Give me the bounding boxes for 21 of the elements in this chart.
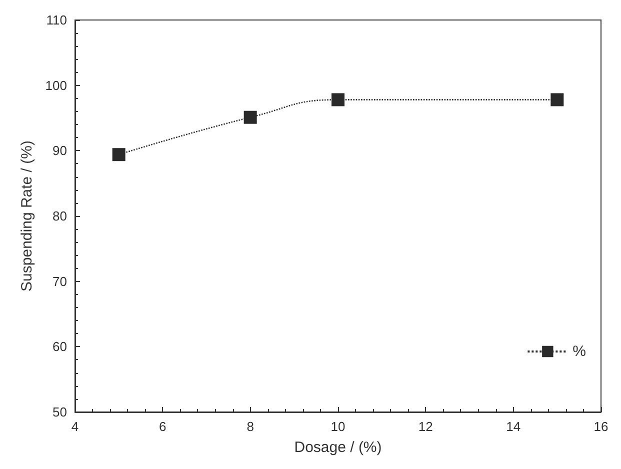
y-tick-label: 50	[52, 404, 67, 420]
x-axis-title: Dosage / (%)	[294, 439, 382, 456]
x-tick-label: 16	[594, 419, 608, 434]
y-tick-label: 110	[46, 12, 67, 28]
x-tick-label: 4	[71, 419, 79, 434]
legend-label: %	[572, 343, 586, 360]
x-tick-label: 10	[330, 419, 346, 434]
y-tick-label: 80	[52, 208, 67, 224]
x-tick-label: 8	[246, 419, 254, 434]
x-tick-label: 14	[506, 419, 521, 434]
point	[550, 93, 564, 106]
point	[112, 148, 126, 162]
point	[332, 93, 344, 106]
y-tick-label: 90	[52, 143, 67, 158]
x-tick-label: 6	[159, 419, 166, 434]
y-tick-label: 60	[52, 339, 67, 354]
x-tick-label: 12	[418, 419, 433, 434]
y-tick-label: 100	[45, 78, 67, 93]
y-axis-title: Suspending Rate / (%)	[18, 140, 36, 292]
y-tick-label: 70	[52, 274, 67, 289]
point	[244, 110, 257, 124]
